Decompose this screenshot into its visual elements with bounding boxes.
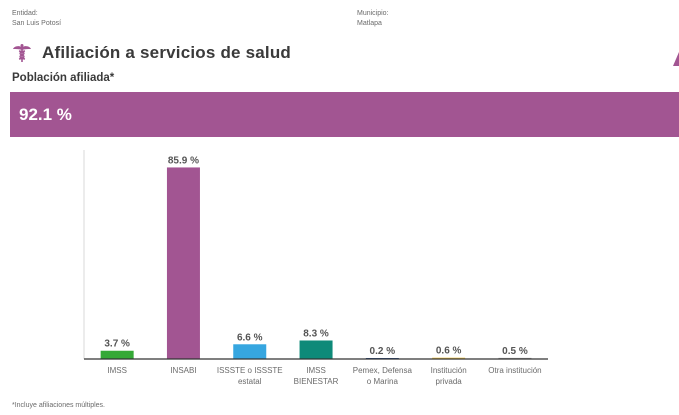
entidad-value: San Luis Potosí: [12, 20, 62, 27]
corner-mark-icon: [673, 52, 679, 66]
category-label-3-0: IMSS: [306, 366, 326, 375]
entidad-label: Entidad:: [12, 10, 38, 17]
bar-2: [233, 344, 267, 359]
category-label-2-1: estatal: [238, 377, 262, 386]
bar-1: [166, 167, 200, 359]
municipio-value: Matlapa: [357, 20, 382, 27]
category-label-1-0: INSABI: [170, 366, 196, 375]
category-label-4-1: o Marina: [367, 377, 399, 386]
category-label-2-0: ISSSTE o ISSSTE: [217, 366, 283, 375]
bar-3: [299, 340, 333, 359]
total-banner: 92.1 %: [10, 92, 679, 137]
footnote: *Incluye afiliaciones múltiples.: [12, 402, 105, 409]
category-label-5-0: Institución: [431, 366, 467, 375]
caduceus-icon: [13, 44, 31, 62]
section-title-row: Afiliación a servicios de salud: [12, 42, 291, 64]
data-label-0: 3.7 %: [104, 339, 130, 350]
category-label-6-0: Otra institución: [488, 366, 541, 375]
total-value: 92.1 %: [19, 105, 72, 124]
category-label-0-0: IMSS: [107, 366, 127, 375]
data-label-5: 0.6 %: [436, 346, 462, 357]
category-label-4-0: Pemex, Defensa: [353, 366, 413, 375]
municipio-label: Municipio:: [357, 10, 389, 17]
bar-5: [432, 357, 466, 359]
section-subtitle: Población afiliada*: [12, 72, 115, 84]
data-label-1: 85.9 %: [168, 155, 199, 166]
data-label-2: 6.6 %: [237, 332, 263, 343]
section-title: Afiliación a servicios de salud: [42, 43, 292, 62]
category-label-5-1: privada: [436, 377, 463, 386]
data-label-3: 8.3 %: [303, 328, 329, 339]
bar-0: [100, 350, 134, 359]
category-label-3-1: BIENESTAR: [294, 377, 339, 386]
data-label-4: 0.2 %: [370, 346, 396, 357]
data-label-6: 0.5 %: [502, 346, 528, 357]
